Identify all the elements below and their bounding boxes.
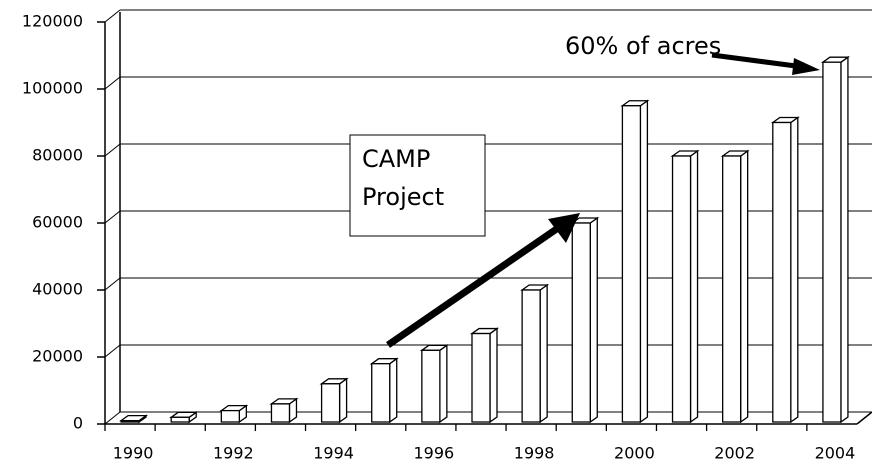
grid-line [104,210,121,224]
bar-side [338,377,348,424]
x-tick-label: 2000 [614,444,655,463]
bar-side [439,344,448,424]
y-tick-label: 120000 [22,12,83,31]
arrow [386,225,560,348]
bar-front [722,155,742,423]
bar-front [270,403,291,423]
x-tick-label: 1994 [313,444,354,463]
y-tick-label: 20000 [32,347,83,366]
x-tick-label: 2004 [815,444,856,463]
grid-line [104,344,121,358]
bar [620,99,650,424]
bar [520,283,550,424]
y-tick-label: 80000 [32,146,83,165]
x-tick-label: 1996 [414,444,455,463]
bar [319,377,349,424]
y-tick-label: 100000 [22,79,83,98]
x-tick-label: 1990 [113,444,154,463]
bar-side [539,283,548,424]
bar [670,149,700,424]
plot: 0 20000 40000 60000 80000 100000 120000 1990 199… [22,9,872,463]
bar [269,397,299,424]
bar-side [639,99,649,424]
bar [570,216,600,424]
annotation: CAMP [362,145,430,173]
grid-line [104,411,121,425]
axis [856,411,872,425]
bar [820,55,850,424]
bar-side [589,216,598,424]
annotation-box [349,134,486,237]
y-tick-label: 60000 [32,213,83,232]
x-tick-label: 2002 [714,444,755,463]
bar-front [571,222,591,423]
bar-front [621,105,642,423]
bar [219,404,249,424]
bar [419,344,449,424]
bar-front [220,409,240,423]
bar-front [822,61,842,423]
grid-line [104,9,121,23]
arrow-head [548,213,580,243]
bar-side [389,357,398,424]
bar [770,116,800,424]
bar [169,411,199,424]
annotation: 60% of acres [565,32,721,60]
arrow [711,52,797,69]
y-tick-label: 0 [73,414,83,433]
bar-side [689,149,699,424]
bar [720,149,750,424]
bar-front [320,383,341,423]
y-tick-label: 40000 [32,280,83,299]
bar-front [671,155,692,423]
bar-front [471,332,491,423]
grid-line [104,76,121,90]
bar [369,357,399,424]
bar [469,327,500,424]
bar-front [772,121,792,423]
arrow-head [792,58,820,75]
bar-side [840,55,849,424]
bar [119,414,149,424]
x-tick-label: 1998 [514,444,555,463]
grid-line [104,277,121,291]
bar-side [489,327,498,424]
annotation: Project [362,183,444,211]
bar-side [790,116,799,424]
bar-front [170,416,190,423]
grid-line [104,143,121,157]
bar-front [371,363,391,423]
bar-front [120,419,140,423]
bar-side [740,149,749,424]
bar-front [521,289,541,423]
x-tick-label: 1992 [213,444,254,463]
bar-front [421,349,441,423]
